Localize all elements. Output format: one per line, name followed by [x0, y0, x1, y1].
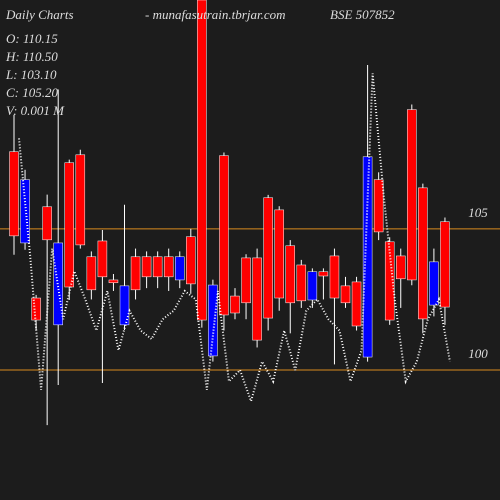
- candle-body: [318, 271, 329, 277]
- close-info: C: 105.20: [6, 85, 59, 100]
- candle-body: [208, 284, 218, 357]
- candle-body: [329, 255, 340, 299]
- candle-body: [163, 256, 174, 278]
- candle-body: [396, 255, 406, 280]
- candle-body: [152, 256, 163, 278]
- candle-body: [373, 179, 384, 233]
- site-name: - munafasutrain.tbrjar.com: [145, 7, 285, 22]
- candle-body: [97, 240, 108, 278]
- candle-body: [20, 179, 30, 244]
- candle-body: [64, 162, 74, 288]
- y-tick-label: 100: [468, 346, 488, 361]
- open-info: O: 110.15: [6, 31, 58, 46]
- candle-body: [418, 187, 428, 320]
- low-info: L: 103.10: [5, 67, 57, 82]
- candle-body: [362, 156, 373, 358]
- candle-body: [175, 256, 185, 281]
- candle-body: [241, 257, 251, 304]
- candle-body: [197, 0, 207, 321]
- candle-body: [31, 297, 41, 321]
- candle-body: [86, 256, 97, 291]
- y-tick-label: 105: [468, 205, 488, 220]
- plot: [0, 0, 500, 426]
- candle-body: [130, 256, 141, 291]
- overlay-line: [18, 73, 451, 405]
- candle-body: [429, 261, 439, 306]
- candle-body: [230, 295, 240, 314]
- candle-body: [384, 241, 395, 321]
- chart-label: Daily Charts: [5, 7, 74, 22]
- candle-body: [263, 197, 273, 319]
- candle-body: [252, 257, 262, 341]
- candle-body: [42, 206, 52, 241]
- candle-body: [141, 256, 152, 278]
- symbol: BSE 507852: [330, 7, 395, 22]
- candle-body: [296, 264, 307, 302]
- candle-body: [9, 151, 19, 237]
- candle-body: [119, 285, 130, 326]
- candle-body: [219, 155, 229, 316]
- candle-body: [108, 279, 119, 284]
- volume-info: V: 0.001 M: [6, 103, 65, 118]
- candle-body: [274, 209, 284, 299]
- candle-body: [340, 285, 351, 304]
- candle-body: [407, 109, 417, 281]
- candle-body: [285, 245, 295, 304]
- candle-body: [75, 154, 86, 246]
- candle-body: [307, 271, 318, 301]
- candle-body: [440, 221, 450, 308]
- high-info: H: 110.50: [5, 49, 58, 64]
- candle-body: [186, 236, 196, 285]
- candle-body: [351, 281, 362, 327]
